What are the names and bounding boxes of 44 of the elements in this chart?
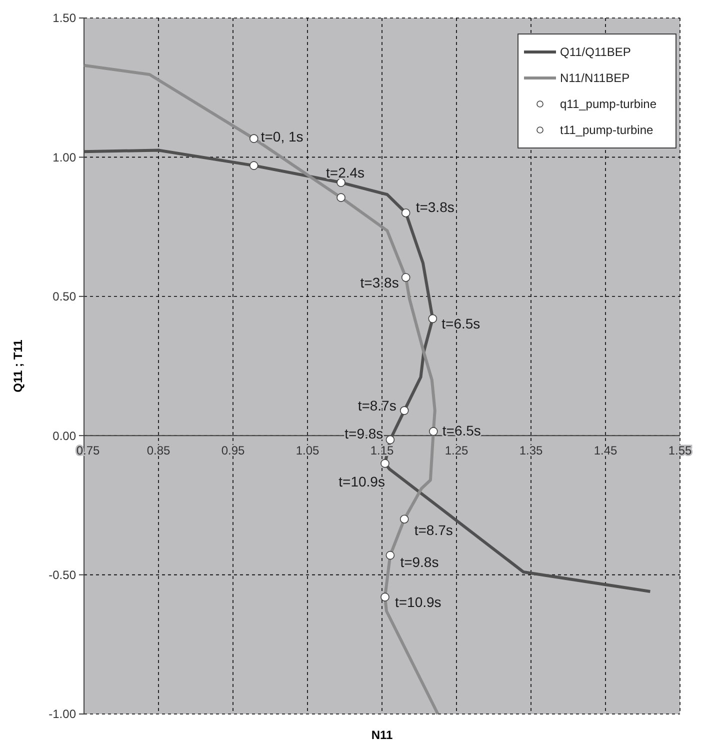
- point: [428, 314, 438, 324]
- point: [386, 550, 395, 560]
- annotation: t=0, 1s: [260, 128, 304, 144]
- point: [386, 435, 395, 444]
- annotation: t=6.5s: [442, 316, 480, 332]
- x-tick-label: 1.05: [296, 444, 320, 458]
- point: [400, 514, 409, 524]
- point: [401, 208, 410, 218]
- y-tick-label: 1.00: [52, 150, 76, 164]
- y-tick-label: 1.50: [52, 11, 76, 26]
- annotation: t=8.7s: [358, 397, 396, 414]
- point: [380, 592, 390, 602]
- annotation: t=9.8s: [400, 554, 439, 570]
- annotation: t=3.8s: [416, 198, 454, 215]
- annotation: t=6.5s: [442, 422, 481, 438]
- point: [401, 273, 410, 282]
- point: [429, 427, 438, 436]
- x-axis-title: N11: [371, 728, 393, 742]
- x-tick-label: 0.85: [146, 444, 170, 458]
- annotation: t=8.7s: [414, 522, 453, 538]
- x-tick-label: 1.35: [519, 444, 543, 458]
- x-tick-label: 1.55: [668, 444, 692, 458]
- x-tick-label: 1.25: [444, 444, 468, 458]
- point: [336, 178, 346, 187]
- y-tick-label: -0.50: [48, 568, 76, 582]
- point: [380, 459, 390, 468]
- legend-label: Q11/Q11BEP: [560, 45, 631, 60]
- y-tick-label: 0.50: [52, 290, 76, 304]
- y-tick-label: -1.00: [48, 707, 76, 722]
- point: [336, 193, 346, 202]
- x-tick-label: 1.45: [594, 444, 618, 458]
- legend-label: q11_pump-turbine: [560, 97, 657, 112]
- point: [249, 161, 258, 170]
- annotation: t=3.8s: [360, 274, 399, 290]
- annotation: t=10.9s: [394, 594, 442, 610]
- point: [249, 134, 258, 143]
- y-tick-label: 0.00: [52, 428, 76, 443]
- legend-label: N11/N11BEP: [560, 71, 630, 86]
- y-axis-title: Q11 ; T11: [11, 339, 25, 392]
- annotation: t=2.4s: [326, 164, 365, 180]
- legend-label: t11_pump-turbine: [560, 123, 654, 138]
- x-tick-label: 0.95: [221, 444, 245, 458]
- point: [400, 406, 409, 415]
- annotation: t=10.9s: [338, 473, 385, 490]
